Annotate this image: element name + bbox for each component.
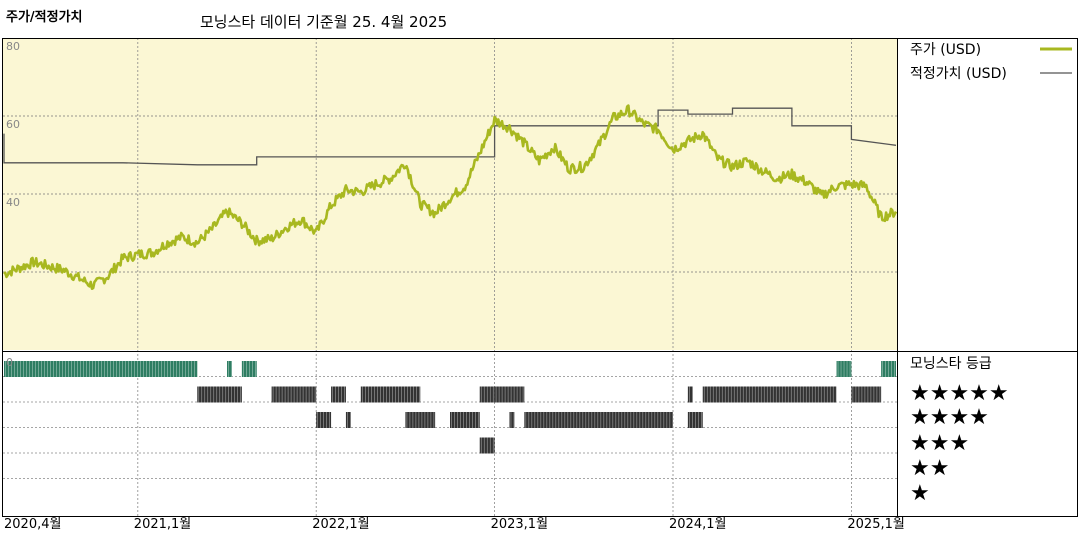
x-tick-label: 2025,1월 [847,517,904,532]
legend-price-label: 주가 (USD) [910,42,981,58]
rating-bar-3-stars [687,412,703,428]
rating-bar-4-stars [851,386,882,403]
rating-bar-4-stars [494,386,525,403]
chart-subtitle: 모닝스타 데이터 기준월 25. 4월 2025 [200,13,447,31]
rating-bar-3-stars [450,412,480,428]
rating-2-stars: ★★ [910,456,949,481]
rating-bar-5-stars [241,361,257,377]
rating-4-stars: ★★★★ [910,405,989,430]
chart-left-title: 주가/적정가치 [6,9,83,25]
rating-bar-4-stars [197,386,227,403]
rating-5-stars: ★★★★★ [910,381,1009,406]
chart-frame [2,38,1078,517]
x-tick-label: 2024,1월 [669,517,726,532]
rating-bar-5-stars [227,361,232,377]
rating-bar-3-stars [316,412,332,428]
price-series [3,104,898,291]
y-axis-ticks: 80 60 40 0 [6,40,20,369]
y-tick-label: 80 [6,40,20,53]
y-tick-label: 60 [6,118,20,131]
rating-bar-4-stars [687,386,693,403]
rating-bar-5-stars [836,361,852,377]
rating-history [4,361,896,454]
rating-bar-3-stars [524,412,674,428]
rating-bar-4-stars [271,386,317,403]
x-tick-label: 2022,1월 [312,517,369,532]
rating-bar-3-stars [405,412,436,428]
price-line [3,104,898,291]
rating-bar-3-stars [345,412,351,428]
rating-bar-4-stars [479,386,495,403]
rating-bar-2-stars [479,437,495,454]
fair-value-line [3,107,897,166]
rating-bar-3-stars [509,412,515,428]
y-tick-label: 0 [6,356,13,369]
rating-bar-4-stars [702,386,837,403]
x-tick-label: 2023,1월 [491,517,548,532]
rating-legend-title: 모닝스타 등급 [910,356,992,372]
price-panel-background [3,38,897,350]
rating-bar-5-stars [4,361,198,377]
rating-1-star: ★ [910,481,930,506]
rating-3-stars: ★★★ [910,431,969,456]
rating-bar-4-stars [331,386,346,403]
fair-value-series [3,107,897,166]
x-tick-label: 2021,1월 [134,517,191,532]
rating-bar-4-stars [227,386,242,403]
y-tick-label: 40 [6,196,20,209]
x-axis-ticks: 2020,4월 2021,1월 2022,1월 2023,1월 2024,1월 2025,… [4,517,905,532]
rating-bar-4-stars [360,386,421,403]
rating-bar-5-stars [881,361,896,377]
x-tick-label: 2020,4월 [4,517,61,532]
legend-fair-value-label: 적정가치 (USD) [910,66,1007,82]
